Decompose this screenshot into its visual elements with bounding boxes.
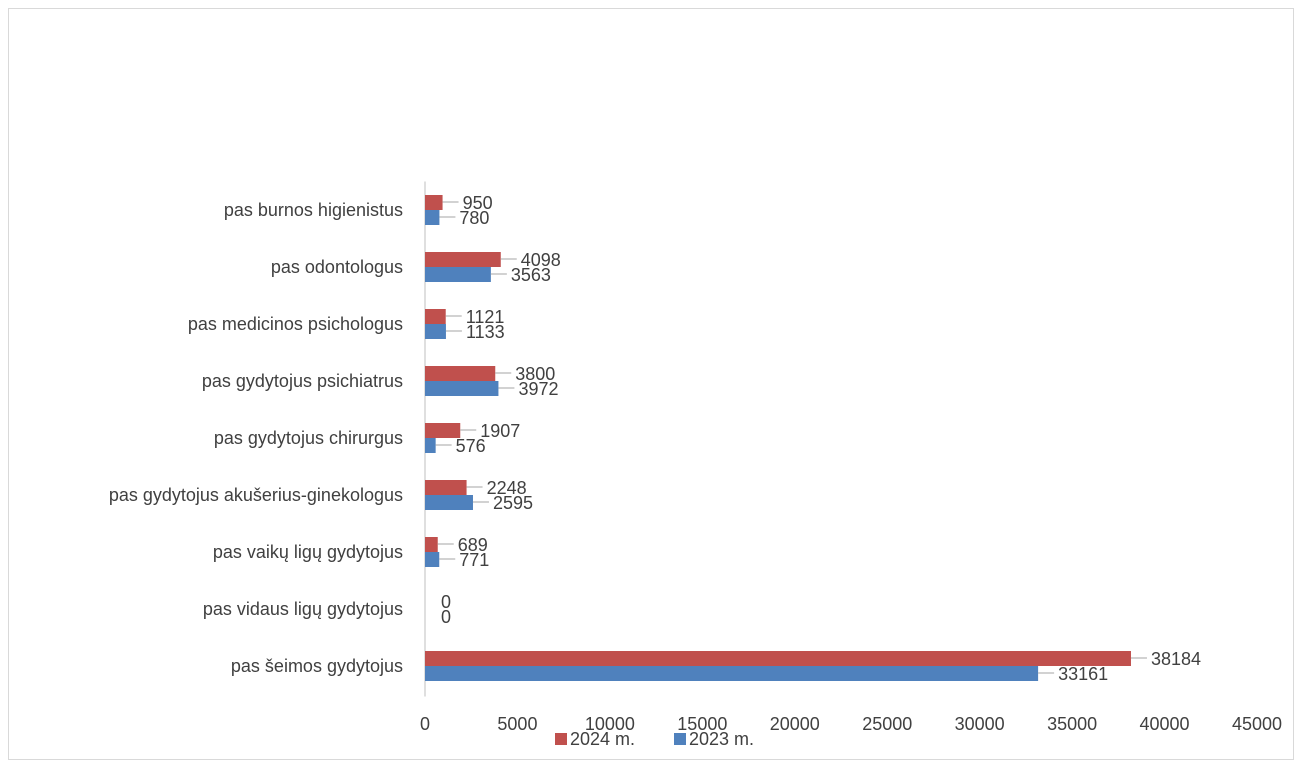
data-label: 2248 bbox=[487, 478, 527, 498]
bar-2024 bbox=[425, 651, 1131, 666]
x-tick-label: 25000 bbox=[862, 714, 912, 734]
data-label: 3800 bbox=[515, 364, 555, 384]
x-tick-label: 20000 bbox=[770, 714, 820, 734]
x-tick-label: 5000 bbox=[497, 714, 537, 734]
data-label: 3563 bbox=[511, 265, 551, 285]
data-label: 3972 bbox=[518, 379, 558, 399]
category-label: pas šeimos gydytojus bbox=[231, 656, 403, 676]
data-label: 1121 bbox=[466, 307, 505, 327]
data-label: 38184 bbox=[1151, 649, 1201, 669]
bar-2023 bbox=[425, 381, 499, 396]
bar-2024 bbox=[425, 423, 461, 438]
category-label: pas gydytojus akušerius-ginekologus bbox=[109, 485, 403, 505]
category-label: pas gydytojus chirurgus bbox=[214, 428, 403, 448]
category-label: pas vaikų ligų gydytojus bbox=[213, 542, 403, 562]
bar-2023 bbox=[425, 267, 491, 282]
bar-2024 bbox=[425, 195, 443, 210]
data-label: 771 bbox=[459, 550, 489, 570]
category-label: pas vidaus ligų gydytojus bbox=[203, 599, 403, 619]
x-tick-label: 35000 bbox=[1047, 714, 1097, 734]
data-label: 780 bbox=[459, 208, 489, 228]
x-tick-label: 30000 bbox=[955, 714, 1005, 734]
data-label: 0 bbox=[441, 592, 451, 612]
x-tick-label: 0 bbox=[420, 714, 430, 734]
bar-2023 bbox=[425, 324, 446, 339]
category-label: pas gydytojus psichiatrus bbox=[202, 371, 403, 391]
bar-2023 bbox=[425, 210, 440, 225]
legend-swatch bbox=[555, 733, 567, 745]
bar-2023 bbox=[425, 438, 436, 453]
data-label: 1907 bbox=[480, 421, 520, 441]
data-label: 33161 bbox=[1058, 664, 1108, 684]
category-label: pas burnos higienistus bbox=[224, 200, 403, 220]
data-label: 2595 bbox=[493, 493, 533, 513]
bar-2024 bbox=[425, 480, 467, 495]
chart-frame bbox=[8, 8, 1294, 760]
data-label: 576 bbox=[456, 436, 486, 456]
data-label: 689 bbox=[458, 535, 488, 555]
data-label: 0 bbox=[441, 607, 451, 627]
x-tick-label: 45000 bbox=[1232, 714, 1282, 734]
bar-2024 bbox=[425, 366, 496, 381]
legend-label: 2024 m. bbox=[570, 729, 635, 749]
data-label: 4098 bbox=[521, 250, 561, 270]
bar-2024 bbox=[425, 252, 501, 267]
x-tick-label: 10000 bbox=[585, 714, 635, 734]
bar-2023 bbox=[425, 666, 1039, 681]
legend-swatch bbox=[674, 733, 686, 745]
data-label: 950 bbox=[463, 193, 493, 213]
data-label: 1133 bbox=[466, 322, 505, 342]
bar-2023 bbox=[425, 495, 473, 510]
category-label: pas odontologus bbox=[271, 257, 403, 277]
bar-2023 bbox=[425, 552, 440, 567]
x-tick-label: 40000 bbox=[1140, 714, 1190, 734]
legend-label: 2023 m. bbox=[689, 729, 754, 749]
x-tick-label: 15000 bbox=[677, 714, 727, 734]
category-label: pas medicinos psichologus bbox=[188, 314, 403, 334]
bar-2024 bbox=[425, 309, 446, 324]
bar-2024 bbox=[425, 537, 438, 552]
